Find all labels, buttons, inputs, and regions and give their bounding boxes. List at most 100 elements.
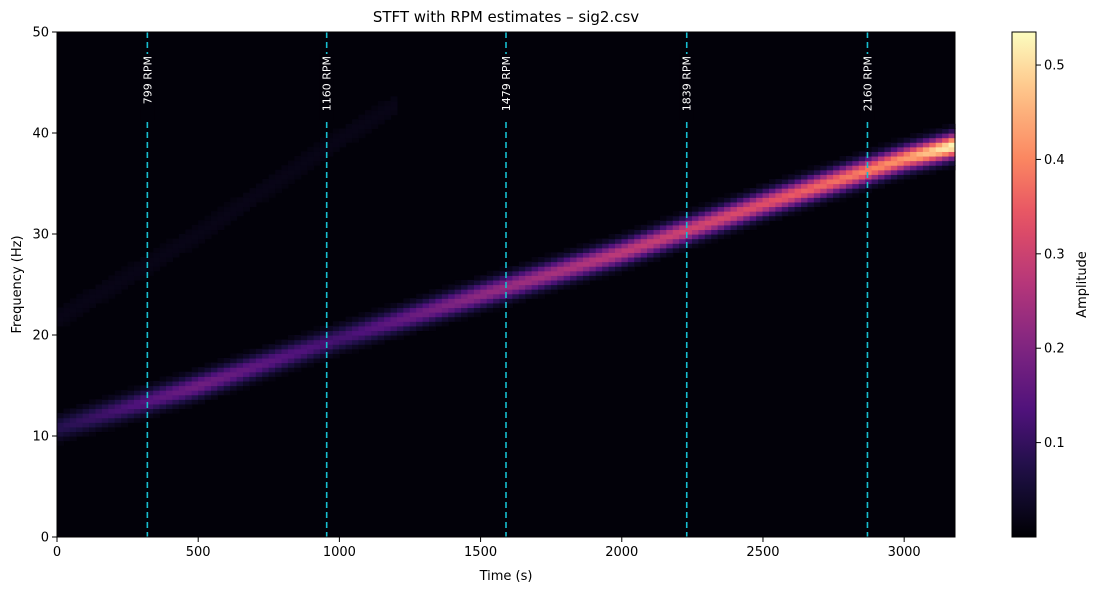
heatmap-cell	[76, 408, 84, 414]
heatmap-cell	[512, 279, 520, 286]
heatmap-cell	[756, 201, 764, 208]
heatmap-cell	[506, 298, 514, 304]
heatmap-cell	[390, 335, 398, 341]
heatmap-cell	[294, 344, 302, 350]
heatmap-cell	[781, 206, 789, 212]
heatmap-cell	[191, 234, 199, 240]
heatmap-cell	[807, 206, 815, 212]
heatmap-cell	[749, 188, 757, 194]
heatmap-cell	[89, 289, 97, 295]
colorbar: 0.1 0.2 0.3 0.4 0.5	[1011, 31, 1065, 538]
heatmap-cell	[948, 155, 956, 162]
heatmap-cell	[127, 394, 135, 400]
heatmap-cell	[499, 279, 507, 286]
heatmap-cell	[108, 413, 116, 419]
heatmap-cell	[948, 133, 956, 139]
heatmap-cell	[833, 192, 841, 198]
heatmap-cell	[685, 229, 693, 235]
heatmap-cell	[416, 321, 424, 327]
heatmap-cell	[101, 422, 109, 428]
heatmap-cell	[833, 169, 841, 175]
heatmap-cell	[858, 188, 866, 194]
heatmap-cell	[217, 380, 225, 387]
heatmap-cell	[602, 256, 610, 263]
heatmap-cell	[845, 155, 853, 162]
heatmap-cell	[621, 247, 629, 253]
heatmap-cell	[82, 298, 90, 304]
heatmap-cell	[275, 188, 283, 194]
heatmap-cell	[788, 211, 796, 217]
heatmap-cell	[441, 321, 449, 327]
heatmap-cell	[185, 376, 193, 382]
heatmap-cell	[133, 390, 141, 396]
heatmap-cell	[352, 133, 360, 139]
heatmap-cell	[531, 261, 539, 267]
heatmap-cell	[813, 165, 821, 171]
heatmap-cell	[153, 256, 161, 263]
heatmap-cell	[121, 417, 129, 423]
heatmap-cell	[377, 330, 385, 336]
heatmap-cell	[852, 155, 860, 162]
heatmap-cell	[724, 206, 732, 212]
heatmap-cell	[332, 330, 340, 336]
heatmap-cell	[307, 344, 315, 350]
heatmap-cell	[794, 178, 802, 185]
heatmap-cell	[121, 266, 129, 272]
heatmap-cell	[204, 224, 212, 231]
heatmap-cell	[922, 169, 930, 175]
heatmap-cell	[653, 238, 661, 244]
heatmap-cell	[390, 100, 398, 107]
heatmap-cell	[473, 284, 481, 290]
heatmap-cell	[788, 197, 796, 203]
heatmap-cell	[538, 284, 546, 290]
heatmap-cell	[210, 229, 218, 235]
heatmap-cell	[448, 289, 456, 295]
heatmap-cell	[903, 174, 911, 180]
heatmap-cell	[775, 188, 783, 194]
heatmap-cell	[377, 325, 385, 332]
heatmap-cell	[275, 362, 283, 368]
heatmap-cell	[319, 344, 327, 350]
heatmap-cell	[178, 238, 186, 244]
heatmap-cell	[300, 165, 308, 171]
heatmap-cell	[95, 408, 103, 414]
x-tick-label: 3000	[888, 545, 921, 560]
heatmap-cell	[845, 178, 853, 185]
heatmap-cell	[223, 367, 231, 373]
heatmap-cell	[621, 243, 629, 249]
heatmap-cell	[153, 266, 161, 272]
heatmap-cell	[377, 335, 385, 341]
heatmap-cell	[345, 123, 353, 130]
heatmap-cell	[140, 394, 148, 400]
heatmap-cell	[300, 362, 308, 368]
heatmap-cell	[454, 312, 462, 318]
heatmap-cell	[287, 367, 295, 373]
heatmap-cell	[358, 312, 366, 318]
heatmap-cell	[647, 247, 655, 253]
heatmap-cell	[140, 413, 148, 419]
heatmap-cell	[647, 234, 655, 240]
heatmap-cell	[319, 357, 327, 364]
heatmap-cell	[865, 160, 873, 166]
heatmap-cell	[910, 146, 918, 152]
heatmap-cell	[794, 197, 802, 203]
heatmap-cell	[236, 211, 244, 217]
heatmap-cell	[634, 256, 642, 263]
heatmap-cell	[698, 229, 706, 235]
heatmap-cell	[602, 270, 610, 276]
heatmap-cell	[178, 376, 186, 382]
heatmap-cell	[730, 224, 738, 231]
heatmap-cell	[300, 160, 308, 166]
heatmap-cell	[332, 128, 340, 134]
heatmap-cell	[166, 380, 174, 387]
heatmap-cell	[897, 165, 905, 171]
heatmap-cell	[480, 275, 488, 281]
heatmap-cell	[544, 284, 552, 290]
heatmap-cell	[275, 339, 283, 345]
heatmap-cell	[608, 266, 616, 272]
heatmap-cell	[384, 114, 392, 120]
heatmap-cell	[525, 266, 533, 272]
heatmap-cell	[57, 316, 65, 322]
heatmap-cell	[429, 293, 437, 299]
heatmap-cell	[480, 284, 488, 290]
